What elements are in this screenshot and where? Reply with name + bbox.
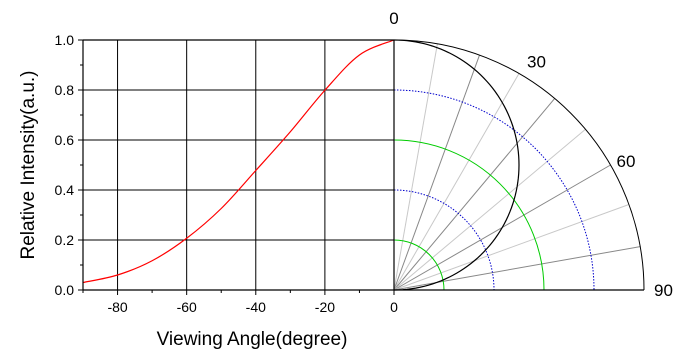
tick-labels: -80 -60 -40 -20 0 0.0 0.2 0.4 0.6 0.8 1.0 (55, 32, 399, 315)
x-tick-label: -60 (177, 299, 197, 315)
y-tick-label: 0.2 (55, 232, 75, 248)
series-layer (82, 39, 395, 284)
polar-spoke (393, 128, 586, 291)
polar-circle (393, 139, 545, 291)
y-axis-label: Relative Intensity(a.u.) (18, 70, 39, 259)
x-tick-label: 0 (390, 299, 398, 315)
polar-plot: 0 30 60 90 (389, 9, 673, 300)
polar-spoke (393, 204, 630, 291)
cartesian-grid (83, 40, 394, 290)
x-axis-label: Viewing Angle(degree) (157, 329, 348, 350)
polar-spoke (393, 73, 520, 291)
polar-profile-curve (393, 39, 520, 291)
polar-circle (393, 189, 495, 291)
polar-spoke (393, 43, 438, 291)
polar-spoke (393, 54, 480, 291)
polar-angle-label: 90 (654, 281, 673, 300)
y-tick-label: 0.8 (55, 82, 75, 98)
polar-spoke (393, 98, 556, 291)
polar-angle-label: 30 (527, 53, 546, 72)
y-tick-label: 1.0 (55, 32, 75, 48)
x-tick-label: -80 (107, 299, 127, 315)
polar-angle-label: 0 (389, 9, 398, 28)
x-tick-label: -20 (315, 299, 335, 315)
x-tick-label: -40 (246, 299, 266, 315)
polar-circle (393, 89, 595, 291)
polar-circle (393, 239, 445, 291)
polar-angle-label: 60 (617, 152, 636, 171)
polar-circle (393, 39, 645, 291)
y-tick-label: 0.6 (55, 132, 75, 148)
y-tick-label: 0.4 (55, 182, 75, 198)
series-line (82, 39, 395, 284)
y-tick-label: 0.0 (55, 282, 75, 298)
